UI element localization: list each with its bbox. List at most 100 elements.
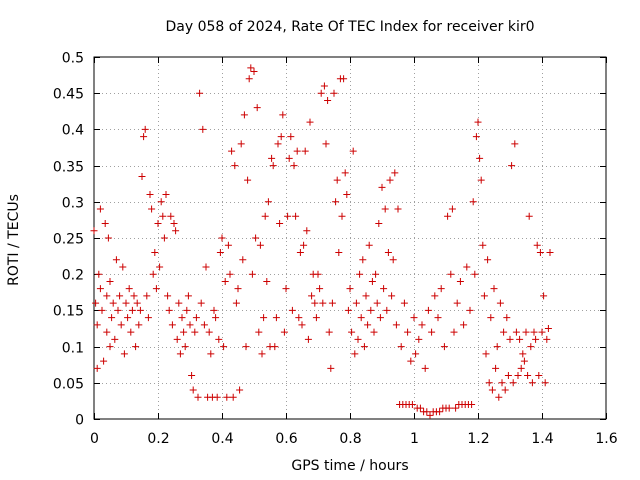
data-point xyxy=(506,335,514,343)
data-point xyxy=(341,169,349,177)
data-point xyxy=(202,263,210,271)
data-point xyxy=(228,147,236,155)
data-point xyxy=(296,248,304,256)
data-point xyxy=(503,314,511,322)
data-point xyxy=(376,314,384,322)
data-point xyxy=(391,169,399,177)
data-point xyxy=(189,386,197,394)
x-tick-label: 1.2 xyxy=(467,431,489,447)
data-point xyxy=(482,350,490,358)
y-tick-label: 0.3 xyxy=(62,196,84,212)
data-point xyxy=(324,96,332,104)
data-point xyxy=(528,379,536,387)
data-point xyxy=(508,162,516,170)
data-point xyxy=(511,140,519,148)
data-point xyxy=(380,285,388,293)
data-point xyxy=(536,248,544,256)
data-point xyxy=(114,306,122,314)
data-point xyxy=(226,270,234,278)
data-point xyxy=(367,306,375,314)
data-point xyxy=(496,299,504,307)
data-point xyxy=(314,270,322,278)
data-point xyxy=(546,248,554,256)
data-point xyxy=(274,140,282,148)
data-point xyxy=(280,328,288,336)
data-point xyxy=(484,256,492,264)
data-point xyxy=(200,321,208,329)
data-point xyxy=(136,306,144,314)
data-point xyxy=(248,270,256,278)
data-point xyxy=(343,191,351,199)
data-point xyxy=(205,328,213,336)
data-point xyxy=(332,198,340,206)
data-point xyxy=(543,335,551,343)
data-point xyxy=(172,227,180,235)
data-point xyxy=(170,220,178,228)
data-point xyxy=(524,372,532,380)
data-point xyxy=(93,321,101,329)
data-point xyxy=(138,172,146,180)
data-point xyxy=(111,335,119,343)
data-point xyxy=(423,408,431,416)
y-axis-label: ROTI / TECUs xyxy=(6,194,22,286)
data-point xyxy=(320,82,328,90)
x-tick-labels: 0 0.2 0.4 0.6 0.8 1 1.2 1.4 1.6 xyxy=(90,431,618,447)
data-point xyxy=(180,328,188,336)
data-point xyxy=(188,372,196,380)
data-point xyxy=(410,314,418,322)
y-tick-label: 0.05 xyxy=(53,377,84,393)
data-point xyxy=(152,285,160,293)
data-point xyxy=(167,212,175,220)
data-point xyxy=(527,343,535,351)
data-point xyxy=(143,292,151,300)
data-point xyxy=(450,328,458,336)
data-point xyxy=(290,162,298,170)
data-point xyxy=(541,379,549,387)
data-point xyxy=(504,372,512,380)
data-point xyxy=(271,343,279,351)
data-point xyxy=(272,314,280,322)
data-point xyxy=(165,306,173,314)
data-point xyxy=(199,125,207,133)
data-point xyxy=(100,357,108,365)
data-point xyxy=(338,212,346,220)
data-point xyxy=(93,364,101,372)
data-point xyxy=(364,321,372,329)
data-point xyxy=(160,234,168,242)
data-point xyxy=(352,299,360,307)
data-point xyxy=(95,270,103,278)
x-tick-label: 1.6 xyxy=(595,431,617,447)
data-point xyxy=(490,285,498,293)
data-point xyxy=(373,299,381,307)
data-point xyxy=(125,285,133,293)
data-point xyxy=(477,176,485,184)
data-point xyxy=(436,408,444,416)
data-point xyxy=(234,285,242,293)
data-point xyxy=(444,212,452,220)
data-point xyxy=(197,299,205,307)
data-point xyxy=(407,357,415,365)
data-point xyxy=(485,379,493,387)
data-point xyxy=(162,191,170,199)
data-point xyxy=(421,364,429,372)
data-point xyxy=(348,328,356,336)
data-point xyxy=(287,133,295,141)
data-point xyxy=(151,248,159,256)
data-point xyxy=(400,299,408,307)
data-point xyxy=(306,118,314,126)
data-point xyxy=(92,299,100,307)
data-point xyxy=(250,67,258,75)
data-point xyxy=(452,404,460,412)
data-point xyxy=(311,299,319,307)
data-point xyxy=(492,364,500,372)
data-point xyxy=(476,154,484,162)
data-point xyxy=(384,248,392,256)
y-tick-label: 0 xyxy=(75,413,84,429)
data-point xyxy=(212,314,220,322)
data-point xyxy=(479,241,487,249)
data-point xyxy=(498,379,506,387)
data-point xyxy=(445,404,453,412)
data-point xyxy=(168,321,176,329)
data-point xyxy=(90,227,98,235)
data-point xyxy=(431,292,439,300)
